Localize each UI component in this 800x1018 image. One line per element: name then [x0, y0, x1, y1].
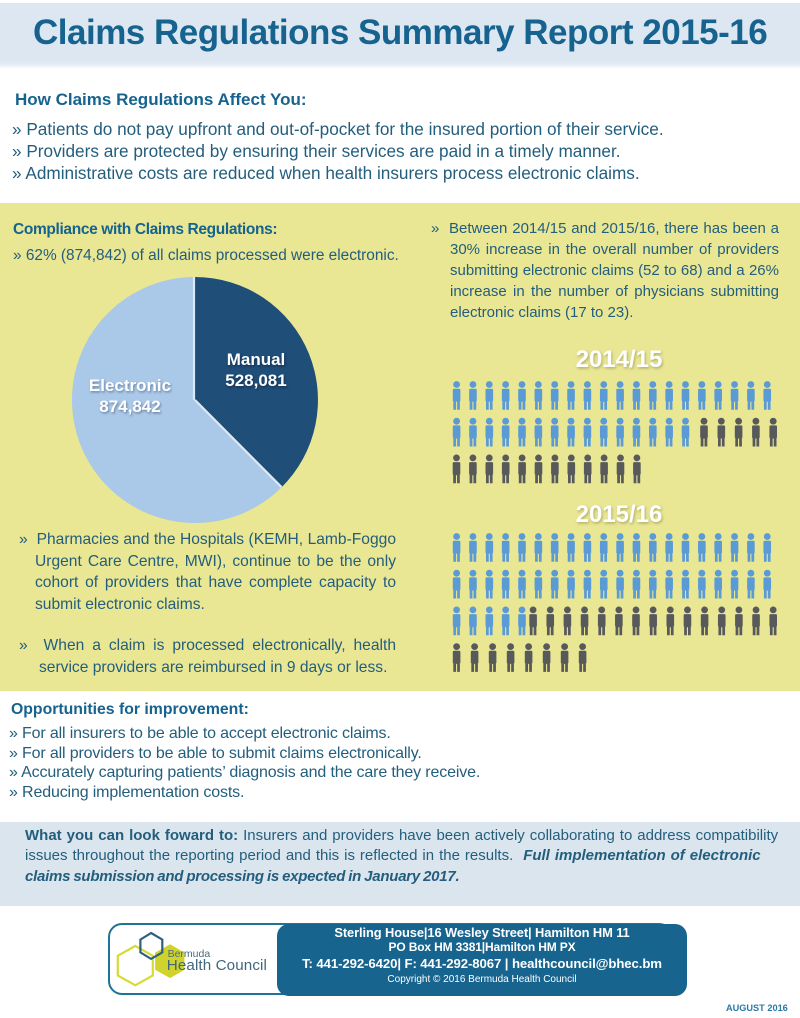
svg-text:Health Council: Health Council: [167, 957, 267, 974]
svg-text:Bermuda: Bermuda: [168, 948, 211, 960]
